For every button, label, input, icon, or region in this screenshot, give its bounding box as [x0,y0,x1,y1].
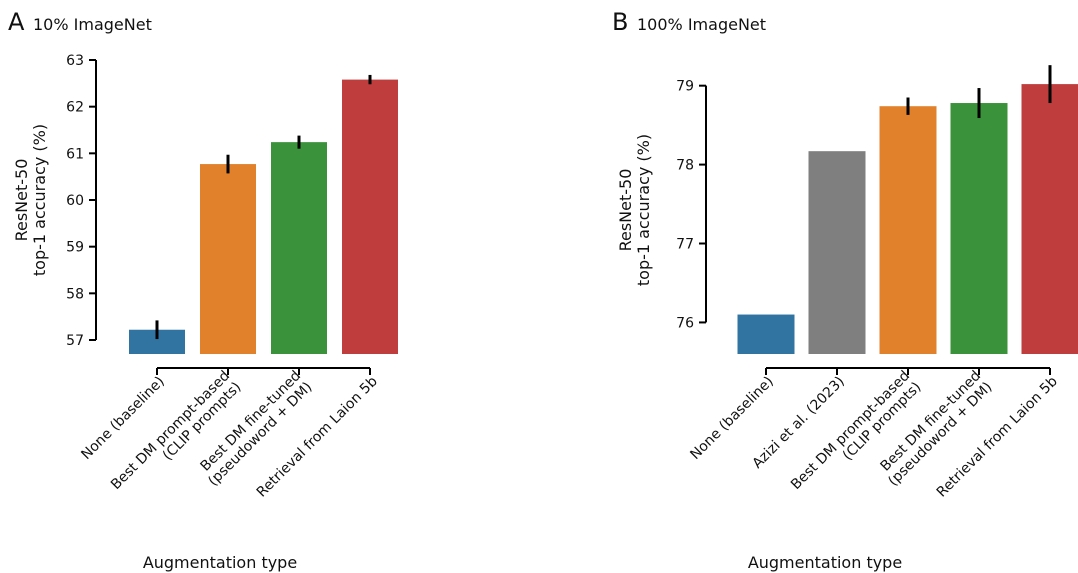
panel-a-y-tick-label: 59 [66,240,84,256]
panel-a: A 10% ImageNet ResNet-50 top-1 accuracy … [8,8,297,572]
panel-a-ylabel: ResNet-50 top-1 accuracy (%) [12,124,49,276]
panel-a-y-tick-label: 61 [66,146,84,162]
panel-b-ylabel-line2: top-1 accuracy (%) [634,134,653,286]
panel-b-ylabel: ResNet-50 top-1 accuracy (%) [616,134,653,286]
panel-a-bar [342,79,398,354]
panel-b-y-tick-label: 77 [676,237,694,253]
panel-b-letter: B [612,8,628,36]
panel-a-y-tick-label: 60 [66,193,84,209]
panel-a-y-tick-label: 57 [66,333,84,349]
panel-b-ylabel-line1: ResNet-50 [616,169,635,252]
panel-a-letter: A [8,8,25,36]
panel-b-bar [737,314,795,354]
panel-a-xlabel: Augmentation type [143,553,297,572]
panel-a-y-tick-label: 62 [66,100,84,116]
panel-b-bar [1021,84,1078,355]
panel-a-bar [271,142,327,354]
panel-b-bar [950,103,1008,354]
panel-a-title: 10% ImageNet [33,15,152,34]
panel-a-ylabel-line1: ResNet-50 [12,159,31,242]
panel-b-y-tick-label: 78 [676,158,694,174]
panel-b-xlabel: Augmentation type [748,553,902,572]
panel-b-y-tick-label: 76 [676,315,694,331]
panel-a-y-tick-label: 58 [66,286,84,302]
panel-b-y-tick-label: 79 [676,79,694,95]
panel-b-bar [879,106,937,354]
panel-a-bar [200,164,256,354]
panel-a-y-tick-label: 63 [66,53,84,69]
panel-b-title: 100% ImageNet [637,15,766,34]
panel-b: B 100% ImageNet ResNet-50 top-1 accuracy… [612,8,902,572]
panel-b-bar [808,151,866,354]
panel-a-ylabel-line2: top-1 accuracy (%) [30,124,49,276]
